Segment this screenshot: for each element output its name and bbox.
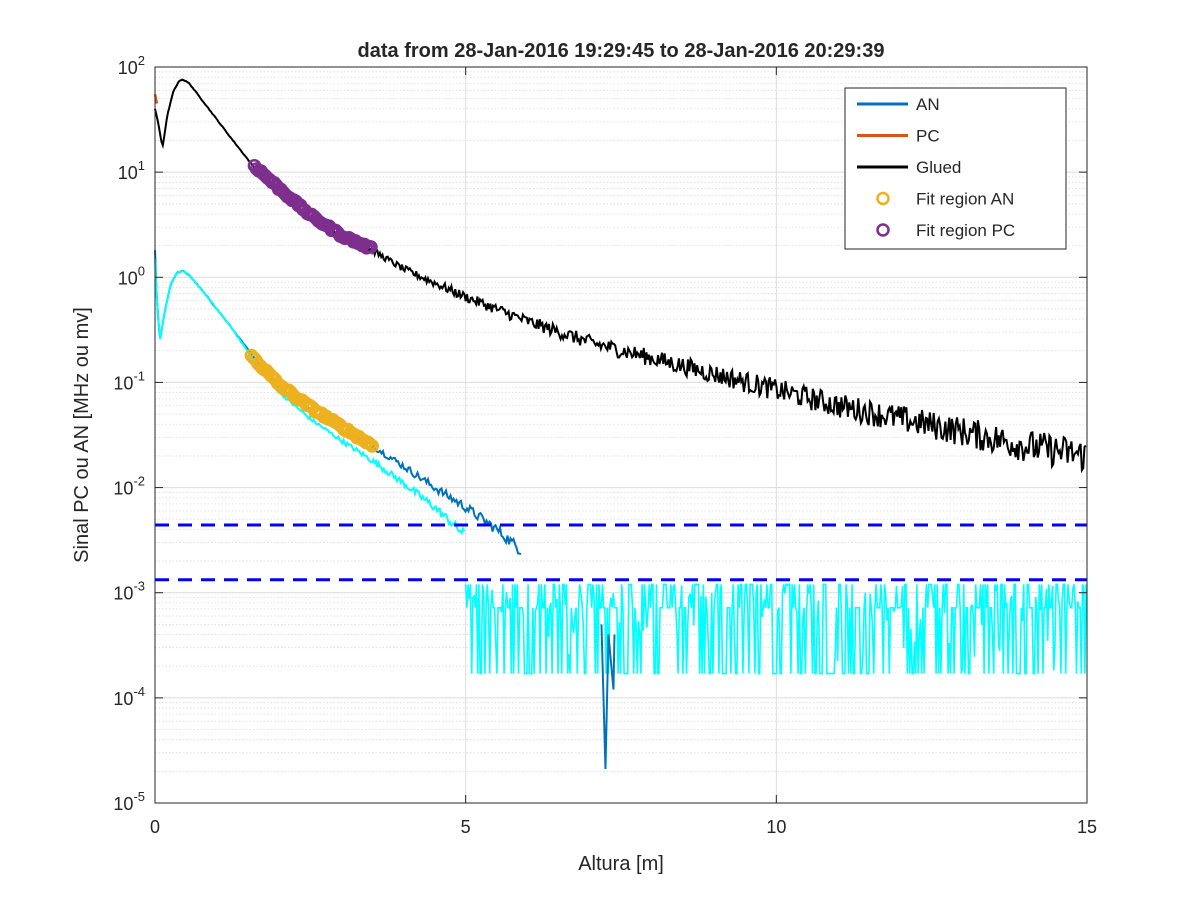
- y-tick-label: 10-1: [113, 368, 145, 393]
- legend-item-fit-region-pc: Fit region PC: [876, 221, 1015, 240]
- x-tick-label: 10: [766, 817, 786, 837]
- series-cyan-line: [154, 258, 466, 536]
- series-an-spike: [600, 624, 616, 770]
- x-tick-label: 0: [150, 817, 160, 837]
- series-fit-region-an: [244, 348, 380, 453]
- fit-marker: [364, 240, 378, 254]
- y-tick-label: 10-3: [113, 579, 145, 604]
- chart-title: data from 28-Jan-2016 19:29:45 to 28-Jan…: [358, 40, 885, 62]
- legend-swatch-marker: [876, 191, 890, 206]
- series-fit-region-pc: [247, 158, 378, 255]
- y-tick-label: 10-5: [113, 789, 145, 814]
- x-tick-label: 15: [1077, 817, 1097, 837]
- legend-swatch-marker: [876, 223, 890, 237]
- legend-label: AN: [916, 95, 940, 114]
- legend-label: Fit region PC: [916, 221, 1015, 240]
- legend-label: Glued: [916, 158, 961, 177]
- y-tick-label: 100: [118, 263, 145, 288]
- legend-item-pc: PC: [857, 127, 940, 146]
- legend-label: Fit region AN: [916, 190, 1014, 209]
- y-axis-label: Sinal PC ou AN [MHz ou mv]: [71, 307, 93, 563]
- x-tick-label: 5: [461, 817, 471, 837]
- legend-label: PC: [916, 127, 940, 146]
- ticks: 0 5 10 15 10-5 10-4 10-3 10-2 10-1 100 101 102: [113, 53, 1097, 837]
- x-axis-label: Altura [m]: [578, 853, 664, 875]
- y-tick-label: 101: [118, 158, 145, 183]
- y-tick-label: 10-2: [113, 474, 145, 499]
- legend-item-an: AN: [857, 95, 940, 114]
- y-tick-label: 10-4: [113, 684, 145, 709]
- legend-item-glued: Glued: [857, 158, 961, 177]
- fit-marker: [365, 439, 380, 453]
- legend: AN PC Glued Fit region AN Fit region PC: [844, 87, 1067, 250]
- data-layer: [153, 78, 1087, 770]
- series-cyan-noise-band: [464, 583, 1087, 675]
- y-tick-label: 102: [118, 53, 145, 78]
- plot-area-frame: [154, 66, 1088, 804]
- legend-item-fit-region-an: Fit region AN: [876, 190, 1014, 209]
